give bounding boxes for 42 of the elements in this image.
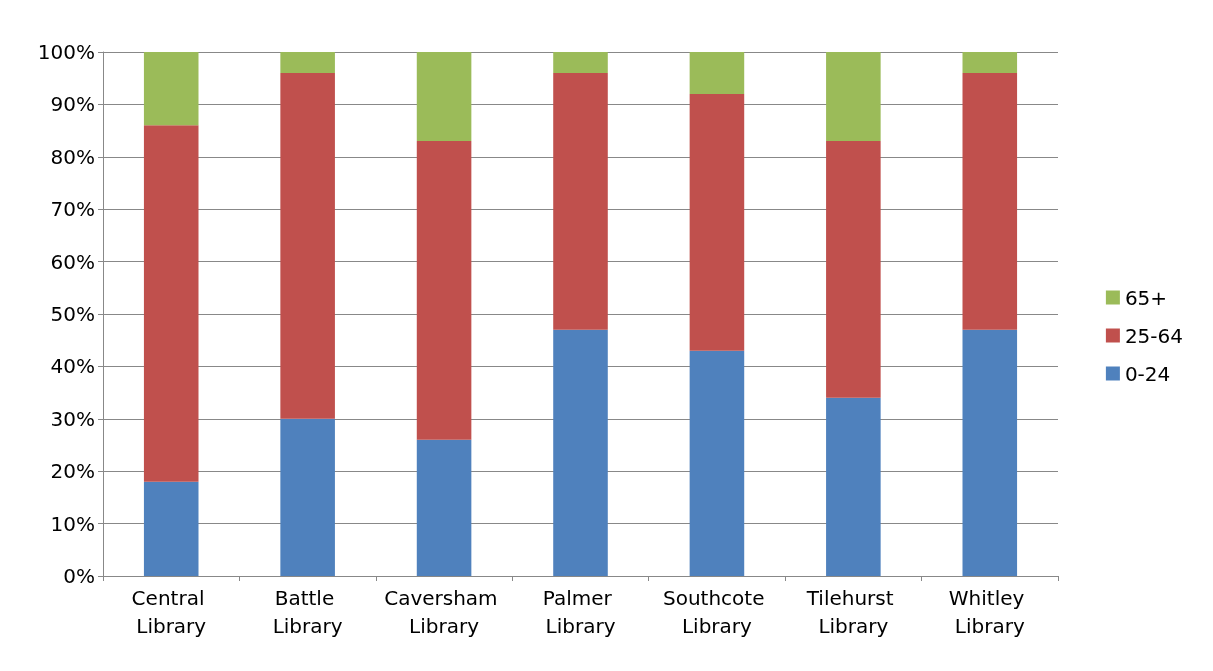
- bar: [553, 329, 608, 576]
- x-tick-label: Tilehurst Library: [805, 586, 900, 638]
- y-tick-label: 50%: [50, 302, 95, 326]
- bar: [962, 329, 1018, 576]
- bar: [962, 52, 1018, 73]
- y-tick-label: 100%: [37, 40, 95, 64]
- bar: [143, 481, 199, 576]
- bar: [416, 439, 472, 576]
- bar: [689, 93, 745, 351]
- bar: [143, 125, 199, 482]
- y-tick-label: 20%: [50, 459, 95, 484]
- bar: [689, 52, 745, 94]
- legend-label: 65+: [1124, 285, 1168, 310]
- bar: [826, 141, 881, 398]
- legend-label: 25-64: [1124, 323, 1184, 348]
- bar: [416, 141, 472, 440]
- x-tick-label: Caversham Library: [384, 586, 504, 638]
- bar: [280, 418, 335, 576]
- bar: [143, 52, 199, 126]
- bar: [689, 350, 745, 576]
- y-tick-label: 80%: [50, 144, 95, 169]
- legend-label: 0-24: [1124, 361, 1171, 386]
- y-tick-label: 0%: [63, 564, 95, 588]
- y-tick-label: 10%: [50, 511, 95, 536]
- bar: [826, 52, 881, 142]
- y-tick-label: 90%: [50, 92, 95, 117]
- x-tick-label: Palmer Library: [542, 586, 619, 638]
- bar: [826, 397, 881, 576]
- x-tick-label: Central Library: [131, 586, 211, 638]
- y-tick-label: 40%: [50, 354, 95, 379]
- bar: [280, 52, 335, 73]
- y-tick-label: 70%: [50, 197, 95, 222]
- y-tick-label: 60%: [50, 249, 95, 274]
- bar: [962, 72, 1018, 330]
- bar: [280, 72, 335, 419]
- x-tick-label: Southcote Library: [662, 586, 771, 638]
- bar: [416, 52, 472, 142]
- bar: [553, 52, 608, 73]
- y-tick-label: 30%: [50, 406, 95, 431]
- x-tick-label: Whitley Library: [948, 586, 1031, 638]
- x-tick-label: Battle Library: [272, 586, 343, 638]
- bar: [553, 72, 608, 330]
